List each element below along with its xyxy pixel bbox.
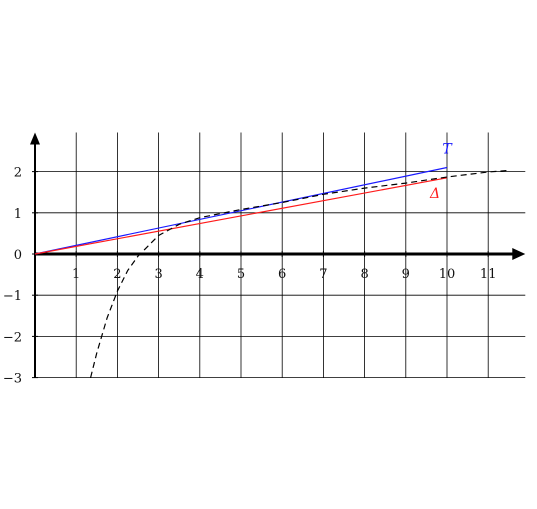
x-tick-label: 2 [113, 267, 121, 282]
y-tick-label: 1 [14, 207, 22, 222]
x-axis-arrow [512, 248, 526, 260]
y-axis-arrow [30, 132, 40, 145]
y-tick-label: −2 [3, 330, 22, 345]
x-tick-label: 7 [319, 267, 327, 282]
tangent-line-t [34, 166, 448, 255]
x-tick-label: 1 [72, 267, 80, 282]
series-labels: TΔ [429, 141, 453, 201]
y-tick-label: 2 [14, 166, 22, 181]
x-tick-label: 9 [402, 267, 410, 282]
series-label-t: T [442, 141, 453, 157]
x-tick-label: 5 [237, 267, 245, 282]
line-delta [34, 177, 448, 255]
x-tick-label: 8 [360, 267, 368, 282]
series-label-delta: Δ [429, 186, 440, 202]
x-tick-label: 4 [196, 267, 204, 282]
x-tick-label: 10 [439, 267, 456, 282]
y-tick-label: 0 [14, 248, 22, 263]
y-tick-label: −3 [3, 372, 22, 387]
y-tick-label: −1 [3, 289, 22, 304]
x-tick-label: 3 [154, 267, 162, 282]
x-tick-label: 6 [278, 267, 286, 282]
curve-dashed [90, 169, 509, 378]
series [34, 166, 509, 378]
x-tick-label: 11 [480, 267, 497, 282]
axes [30, 132, 526, 378]
